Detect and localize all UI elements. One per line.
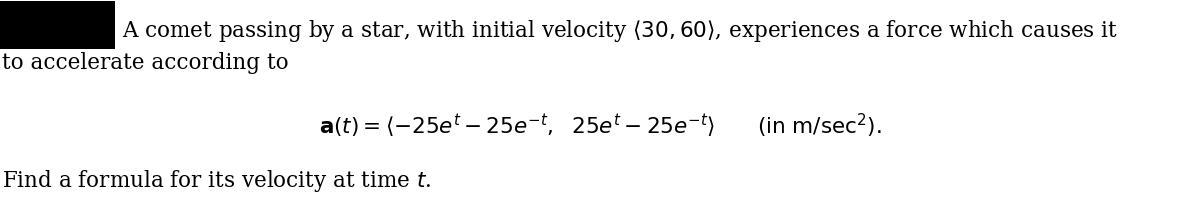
Text: A comet passing by a star, with initial velocity $\langle 30, 60\rangle$, experi: A comet passing by a star, with initial … (122, 18, 1118, 44)
Text: to accelerate according to: to accelerate according to (2, 52, 289, 74)
Text: Find a formula for its velocity at time $t$.: Find a formula for its velocity at time … (2, 167, 431, 193)
Text: $\mathbf{a}(t) = \langle{-25e^{t} - 25e^{-t},\ \ 25e^{t} - 25e^{-t}}\rangle \qqu: $\mathbf{a}(t) = \langle{-25e^{t} - 25e^… (319, 112, 881, 140)
Bar (0, 2, 115, 50)
